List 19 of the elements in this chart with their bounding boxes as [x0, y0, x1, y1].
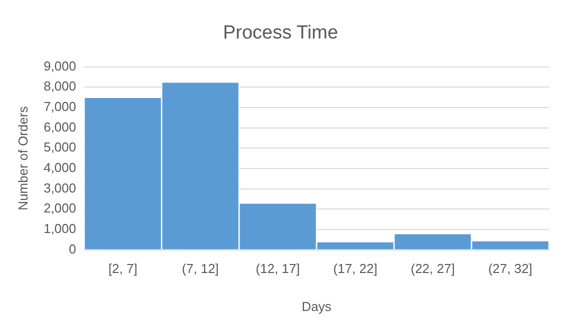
chart-title: Process Time: [222, 22, 338, 44]
x-tick-label: (12, 17]: [256, 261, 300, 276]
x-tick-label: [2, 7]: [108, 261, 138, 276]
y-tick-label: 0: [68, 241, 76, 256]
x-axis-title: Days: [302, 298, 332, 314]
x-tick-label: (17, 22]: [333, 261, 378, 276]
y-tick-label: 2,000: [44, 200, 76, 216]
x-tick-label: (7, 12]: [182, 261, 219, 276]
x-tick-label: (22, 27]: [410, 261, 455, 276]
y-tick-label: 5,000: [44, 140, 76, 155]
y-axis-title: Number of Orders: [15, 106, 30, 210]
y-tick-label: 9,000: [44, 58, 76, 74]
y-tick-label: 8,000: [44, 78, 76, 94]
y-tick-label: 7,000: [44, 99, 76, 114]
x-tick-label: (27, 32]: [488, 261, 532, 276]
y-tick-label: 4,000: [44, 160, 76, 176]
y-tick-label: 3,000: [44, 180, 76, 196]
y-tick-label: 1,000: [44, 221, 76, 236]
y-tick-label: 6,000: [44, 119, 76, 134]
